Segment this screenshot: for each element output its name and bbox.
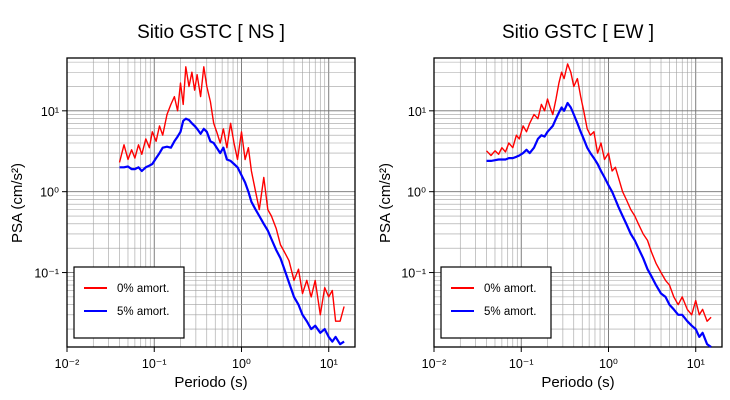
y-tick-label: 10⁻¹	[34, 267, 59, 281]
series-line-0pct	[118, 66, 345, 322]
legend: 0% amort. 5% amort.	[73, 266, 185, 339]
legend-label-0pct: 0% amort.	[484, 283, 536, 295]
legend: 0% amort. 5% amort.	[440, 266, 552, 339]
x-tick-label: 10⁰	[232, 357, 251, 371]
tick-labels: 10⁻² 10⁻¹ 10⁰ 10¹ 10⁻¹ 10⁰ 10¹	[401, 105, 704, 371]
legend-box	[73, 266, 185, 339]
x-tick-label: 10⁻²	[55, 357, 80, 371]
y-tick-label: 10¹	[41, 105, 59, 119]
series-line-0pct	[485, 63, 712, 322]
x-tick-label: 10¹	[687, 357, 705, 371]
x-tick-label: 10⁻¹	[142, 357, 167, 371]
y-tick-label: 10⁰	[407, 186, 426, 200]
legend-label-0pct: 0% amort.	[117, 283, 169, 295]
legend-box	[440, 266, 552, 339]
series-line-5pct	[486, 101, 712, 348]
plot-lines	[118, 66, 345, 346]
y-tick-label: 10⁰	[40, 186, 59, 200]
legend-label-5pct: 5% amort.	[117, 306, 169, 318]
plot-frame	[433, 57, 723, 348]
panel-title: Sitio GSTC [ NS ]	[137, 22, 285, 43]
tick-labels: 10⁻² 10⁻¹ 10⁰ 10¹ 10⁻¹ 10⁰ 10¹	[34, 105, 337, 371]
plot-lines	[485, 63, 712, 348]
x-tick-label: 10⁻¹	[509, 357, 534, 371]
series-line-5pct	[119, 117, 345, 346]
x-axis-label: Periodo (s)	[541, 374, 614, 391]
panel-ns: Sitio GSTC [ NS ] PSA (cm/s²) Periodo (s…	[9, 22, 356, 391]
legend-label-5pct: 5% amort.	[484, 306, 536, 318]
y-tick-label: 10¹	[408, 105, 426, 119]
plot-frame	[66, 57, 356, 348]
x-tick-label: 10⁰	[599, 357, 618, 371]
y-axis-label: PSA (cm/s²)	[9, 163, 26, 243]
x-tick-label: 10⁻²	[422, 357, 447, 371]
panel-title: Sitio GSTC [ EW ]	[502, 22, 654, 43]
x-tick-label: 10¹	[320, 357, 338, 371]
y-tick-label: 10⁻¹	[401, 267, 426, 281]
x-axis-label: Periodo (s)	[174, 374, 247, 391]
y-axis-label: PSA (cm/s²)	[377, 163, 394, 243]
panel-ew: Sitio GSTC [ EW ] PSA (cm/s²) Periodo (s…	[377, 22, 723, 391]
